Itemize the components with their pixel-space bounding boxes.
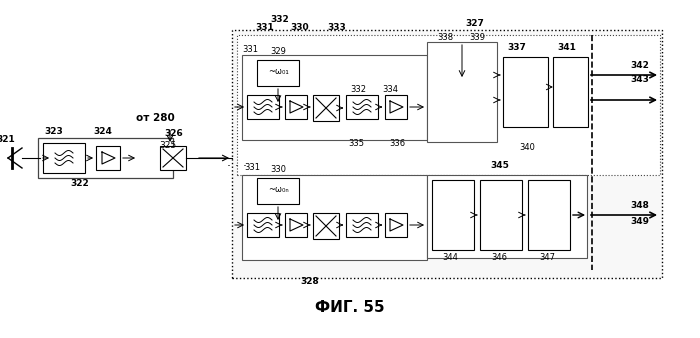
Bar [385, 95, 407, 119]
Text: 327: 327 [466, 19, 484, 27]
Text: ФИГ. 55: ФИГ. 55 [315, 300, 385, 315]
Text: 347: 347 [539, 254, 555, 263]
Bar [43, 143, 85, 173]
Bar [313, 213, 339, 239]
Text: 335: 335 [348, 139, 364, 147]
Text: 334: 334 [382, 86, 398, 95]
Text: от 280: от 280 [136, 113, 174, 123]
Bar [38, 138, 173, 178]
Text: 332: 332 [350, 86, 366, 95]
Text: 324: 324 [94, 127, 113, 137]
Text: 332: 332 [271, 16, 289, 24]
Text: 342: 342 [631, 61, 650, 70]
Bar [480, 180, 522, 250]
Text: 340: 340 [519, 144, 535, 152]
Bar [432, 180, 474, 250]
Text: 322: 322 [71, 178, 90, 188]
Text: 345: 345 [491, 161, 510, 169]
Bar [385, 213, 407, 237]
Text: 333: 333 [328, 24, 346, 32]
Bar [285, 95, 307, 119]
Bar [528, 180, 570, 250]
Text: 331: 331 [256, 24, 274, 32]
Bar [247, 95, 279, 119]
Bar [160, 146, 186, 170]
Text: 330: 330 [290, 24, 309, 32]
Text: . . .: . . . [227, 156, 247, 169]
Text: 328: 328 [300, 277, 319, 287]
Bar [242, 175, 427, 260]
Bar [257, 178, 299, 204]
Text: 344: 344 [442, 254, 458, 263]
Bar [503, 57, 548, 127]
Text: 325: 325 [160, 141, 176, 149]
Text: 338: 338 [437, 32, 453, 42]
Text: 349: 349 [631, 217, 650, 226]
Text: 346: 346 [491, 254, 507, 263]
Bar [313, 95, 339, 121]
Text: 330: 330 [270, 166, 286, 174]
Text: 337: 337 [508, 43, 526, 51]
Bar [232, 30, 662, 278]
Bar [346, 95, 378, 119]
Text: 329: 329 [270, 48, 286, 56]
Text: 341: 341 [558, 43, 576, 51]
Text: 339: 339 [469, 32, 485, 42]
Bar [553, 57, 588, 127]
Bar [427, 175, 587, 258]
Bar [247, 213, 279, 237]
Bar [242, 55, 427, 140]
Bar [285, 213, 307, 237]
Text: 323: 323 [45, 127, 64, 137]
Text: ~ω₀₁: ~ω₀₁ [267, 67, 288, 75]
Text: ~ω₀ₙ: ~ω₀ₙ [267, 185, 288, 193]
Text: 343: 343 [631, 75, 650, 84]
Text: 336: 336 [389, 139, 405, 147]
Text: 348: 348 [631, 200, 650, 210]
Text: 326: 326 [164, 128, 183, 138]
Text: 321: 321 [0, 136, 15, 145]
Bar [237, 35, 660, 175]
Text: 331: 331 [244, 164, 260, 172]
Bar [257, 60, 299, 86]
Bar [96, 146, 120, 170]
Bar [346, 213, 378, 237]
Bar [427, 42, 497, 142]
Text: 331: 331 [242, 46, 258, 54]
